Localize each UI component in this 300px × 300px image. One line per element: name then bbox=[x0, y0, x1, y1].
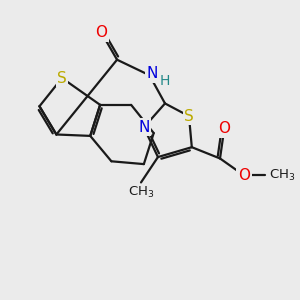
Text: CH$_3$: CH$_3$ bbox=[268, 168, 295, 183]
Text: S: S bbox=[184, 109, 194, 124]
Text: O: O bbox=[238, 168, 250, 183]
Text: N: N bbox=[146, 66, 158, 81]
Text: N: N bbox=[138, 120, 149, 135]
Text: O: O bbox=[218, 121, 230, 136]
Text: S: S bbox=[57, 70, 67, 86]
Text: H: H bbox=[160, 74, 170, 88]
Text: CH$_3$: CH$_3$ bbox=[128, 185, 154, 200]
Text: O: O bbox=[95, 26, 107, 40]
